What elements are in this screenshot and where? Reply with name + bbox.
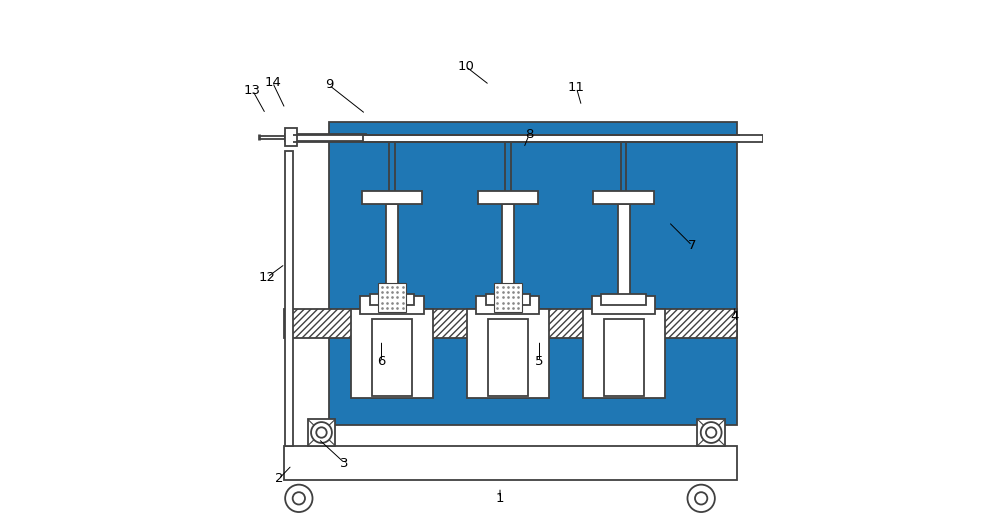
Circle shape: [701, 422, 722, 443]
Bar: [618, 204, 630, 296]
Circle shape: [706, 427, 716, 438]
Bar: [488, 319, 528, 395]
Text: 4: 4: [730, 310, 739, 323]
Bar: [604, 319, 644, 395]
Bar: [478, 191, 538, 204]
Bar: [363, 135, 763, 142]
Bar: [329, 122, 737, 425]
Bar: [386, 204, 398, 296]
Text: 9: 9: [325, 79, 333, 91]
Text: 12: 12: [259, 271, 276, 284]
Bar: [370, 294, 414, 305]
Bar: [467, 309, 549, 398]
Bar: [697, 419, 725, 446]
Circle shape: [285, 485, 313, 512]
Circle shape: [311, 422, 332, 443]
Text: 14: 14: [264, 76, 281, 89]
Text: 8: 8: [525, 128, 533, 142]
Bar: [476, 296, 539, 314]
Bar: [285, 128, 297, 146]
Bar: [592, 296, 655, 314]
Bar: [601, 294, 646, 305]
Circle shape: [293, 492, 305, 504]
Text: 1: 1: [496, 492, 504, 505]
Circle shape: [687, 485, 715, 512]
Text: 3: 3: [340, 457, 349, 469]
Text: 5: 5: [535, 355, 544, 368]
Text: 13: 13: [244, 84, 261, 97]
Bar: [593, 191, 654, 204]
Bar: [372, 319, 412, 395]
Bar: [285, 151, 293, 446]
Text: 10: 10: [457, 60, 474, 73]
Bar: [362, 191, 422, 204]
Bar: [351, 309, 433, 398]
Text: 2: 2: [275, 473, 283, 485]
Bar: [494, 282, 522, 312]
Bar: [308, 419, 335, 446]
Bar: [285, 134, 366, 142]
Text: 7: 7: [688, 239, 696, 252]
Bar: [583, 309, 665, 398]
Circle shape: [316, 427, 327, 438]
Bar: [284, 309, 737, 338]
Bar: [486, 294, 530, 305]
Bar: [502, 204, 514, 296]
Circle shape: [695, 492, 707, 504]
Bar: [284, 446, 737, 480]
Bar: [360, 296, 424, 314]
Text: 6: 6: [377, 355, 386, 368]
Text: 11: 11: [568, 81, 585, 94]
Bar: [378, 282, 406, 312]
